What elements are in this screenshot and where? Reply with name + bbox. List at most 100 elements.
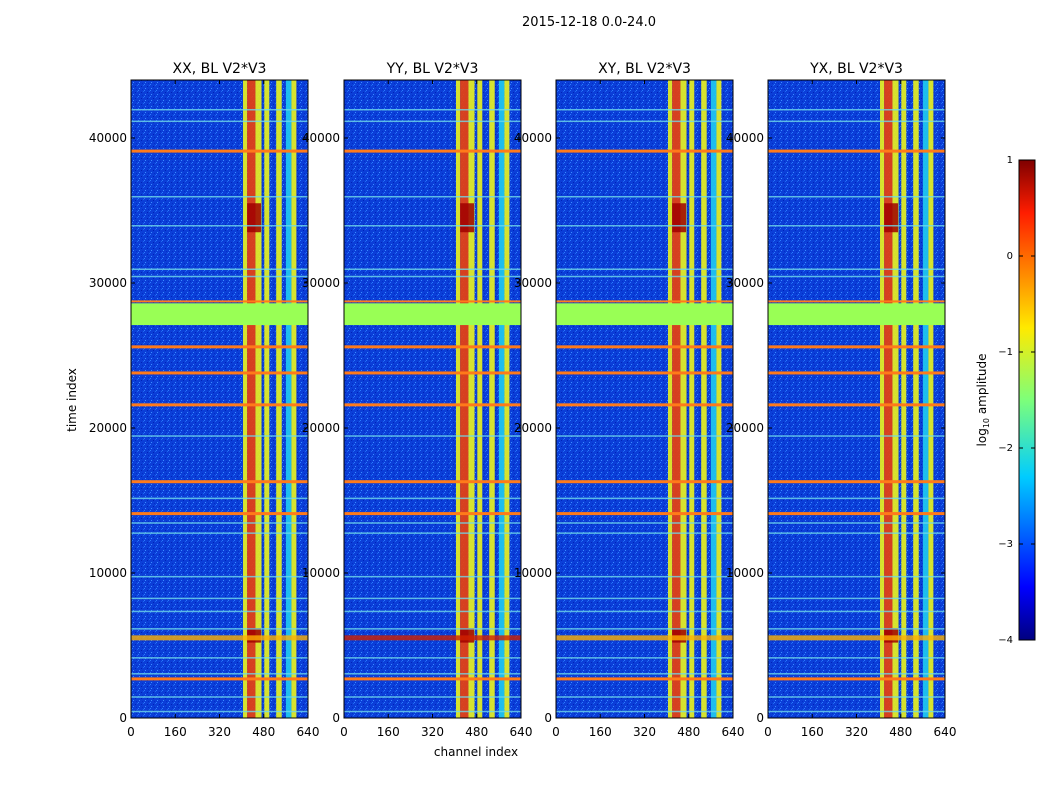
channel-band bbox=[498, 80, 505, 718]
x-tick-label: 640 bbox=[722, 725, 745, 739]
flagged-row bbox=[768, 497, 945, 500]
flagged-row bbox=[344, 610, 521, 613]
flagged-row bbox=[344, 628, 521, 630]
flagged-row bbox=[131, 435, 308, 437]
intensity-patch bbox=[672, 203, 686, 233]
y-tick-label: 40000 bbox=[726, 131, 764, 145]
channel-band bbox=[468, 80, 475, 718]
flagged-row bbox=[768, 435, 945, 437]
flagged-row bbox=[131, 512, 308, 516]
panel-title: XX, BL V2*V3 bbox=[173, 61, 267, 77]
flagged-row bbox=[131, 120, 308, 123]
channel-band bbox=[710, 80, 717, 718]
rfi-row bbox=[556, 635, 733, 641]
x-axis-label: channel index bbox=[434, 745, 518, 759]
flagged-row bbox=[131, 532, 308, 534]
y-tick-label: 0 bbox=[332, 711, 340, 725]
channel-band bbox=[477, 80, 483, 718]
flagged-row bbox=[556, 149, 733, 153]
flagged-row bbox=[768, 149, 945, 153]
flagged-row bbox=[556, 196, 733, 198]
y-tick-label: 40000 bbox=[89, 131, 127, 145]
channel-band bbox=[913, 80, 919, 718]
colorbar-ticks: 1 0 −1 −2 −3 −4 bbox=[998, 155, 1035, 646]
x-tick-label: 480 bbox=[677, 725, 700, 739]
flagged-row bbox=[131, 610, 308, 613]
colorbar-tick-label: −2 bbox=[998, 443, 1013, 454]
heatmap-panel: XX, BL V2*V3 0 160 320 480 640 0 10000 20000 3000… bbox=[89, 61, 320, 739]
y-tick-label: 20000 bbox=[726, 421, 764, 435]
rfi-row bbox=[131, 635, 308, 641]
flagged-row bbox=[556, 109, 733, 111]
panels: XX, BL V2*V3 0 160 320 480 640 0 10000 20000 3000… bbox=[89, 61, 957, 739]
flagged-row bbox=[131, 696, 308, 698]
colorbar-tick-label: −1 bbox=[998, 347, 1013, 358]
x-tick-label: 480 bbox=[465, 725, 488, 739]
flagged-row bbox=[131, 225, 308, 227]
flagged-row bbox=[344, 268, 521, 270]
channel-band bbox=[884, 80, 893, 718]
x-tick-label: 0 bbox=[552, 725, 560, 739]
flagged-row bbox=[131, 677, 308, 681]
x-tick-label: 0 bbox=[127, 725, 135, 739]
flagged-row bbox=[344, 435, 521, 437]
flagged-row bbox=[556, 435, 733, 437]
panel-title: XY, BL V2*V3 bbox=[598, 61, 691, 77]
flagged-block bbox=[131, 303, 308, 326]
x-tick-label: 640 bbox=[934, 725, 957, 739]
flagged-row bbox=[131, 710, 308, 713]
flagged-row bbox=[768, 677, 945, 681]
colorbar-tick-label: −4 bbox=[998, 635, 1013, 646]
channel-band bbox=[928, 80, 934, 718]
flagged-row bbox=[344, 512, 521, 516]
channel-band bbox=[243, 80, 248, 718]
x-tick-label: 0 bbox=[340, 725, 348, 739]
y-tick-label: 0 bbox=[544, 711, 552, 725]
flagged-row bbox=[131, 371, 308, 375]
y-tick-label: 0 bbox=[756, 711, 764, 725]
flagged-block bbox=[556, 303, 733, 326]
y-tick-label: 20000 bbox=[89, 421, 127, 435]
flagged-row bbox=[556, 696, 733, 698]
flagged-row bbox=[556, 710, 733, 713]
flagged-row bbox=[344, 300, 521, 303]
y-tick-label: 40000 bbox=[302, 131, 340, 145]
channel-band bbox=[489, 80, 495, 718]
y-axis-label: time index bbox=[65, 368, 79, 432]
channel-band bbox=[880, 80, 885, 718]
flagged-row bbox=[556, 225, 733, 227]
flagged-row bbox=[768, 710, 945, 713]
flagged-row bbox=[344, 480, 521, 484]
channel-band bbox=[672, 80, 681, 718]
colorbar-tick-label: 0 bbox=[1007, 251, 1013, 262]
flagged-row bbox=[556, 268, 733, 270]
channel-band bbox=[255, 80, 262, 718]
flagged-row bbox=[131, 628, 308, 630]
flagged-row bbox=[768, 268, 945, 270]
intensity-patch bbox=[247, 203, 261, 233]
flagged-row bbox=[768, 512, 945, 516]
y-tick-label: 40000 bbox=[514, 131, 552, 145]
flagged-row bbox=[344, 532, 521, 534]
y-tick-label: 30000 bbox=[514, 276, 552, 290]
flagged-row bbox=[768, 480, 945, 484]
x-tick-label: 640 bbox=[510, 725, 533, 739]
flagged-row bbox=[556, 673, 733, 675]
flagged-row bbox=[131, 268, 308, 270]
flagged-row bbox=[131, 109, 308, 111]
channel-band bbox=[264, 80, 270, 718]
flagged-row bbox=[344, 673, 521, 675]
y-tick-label: 20000 bbox=[302, 421, 340, 435]
figure-suptitle: 2015-12-18 0.0-24.0 bbox=[522, 15, 656, 30]
flagged-row bbox=[768, 371, 945, 375]
channel-band bbox=[701, 80, 707, 718]
flagged-row bbox=[556, 657, 733, 659]
rfi-row bbox=[344, 635, 521, 641]
flagged-row bbox=[556, 512, 733, 516]
flagged-row bbox=[556, 628, 733, 630]
flagged-row bbox=[131, 149, 308, 153]
flagged-row bbox=[768, 345, 945, 349]
channel-band bbox=[291, 80, 297, 718]
flagged-row bbox=[768, 696, 945, 698]
channel-band bbox=[680, 80, 687, 718]
